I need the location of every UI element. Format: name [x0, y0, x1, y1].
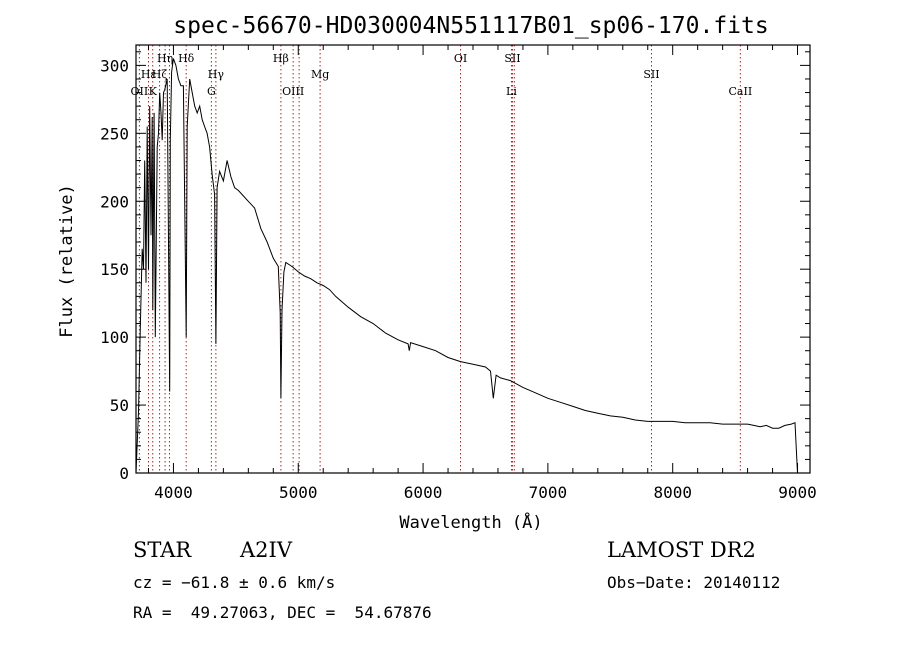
marker-label: OII — [131, 85, 149, 98]
y-axis-label: Flux (relative) — [57, 184, 77, 338]
x-tick-label: 5000 — [279, 483, 318, 502]
marker-label: Hε — [141, 68, 157, 81]
marker-label: OI — [454, 52, 467, 65]
marker-label: CaII — [729, 85, 753, 98]
marker-label: K — [149, 85, 158, 98]
marker-label: Hγ — [208, 68, 225, 81]
x-tick-label: 7000 — [529, 483, 568, 502]
marker-label: SII — [643, 68, 659, 81]
plot-frame — [135, 44, 811, 474]
survey-name: LAMOST DR2 — [607, 538, 756, 562]
spectral-line-labels: OII Hε K Hζ Hη Hδ G Hγ Hβ OIII Mg OI Li SII SII CaII — [131, 52, 753, 98]
marker-label: OIII — [282, 85, 304, 98]
spectrum-line — [135, 58, 798, 474]
spectral-line-markers — [138, 45, 741, 473]
coordinates: RA = 49.27063, DEC = 54.67876 — [133, 603, 432, 622]
object-type: STAR — [133, 538, 192, 562]
y-axis: 0 50 100 150 200 250 300 — [100, 51, 810, 483]
y-tick-label: 150 — [100, 260, 129, 279]
x-tick-label: 4000 — [154, 483, 193, 502]
marker-label: Hβ — [273, 52, 289, 65]
marker-label: Li — [506, 85, 517, 98]
x-tick-label: 8000 — [653, 483, 692, 502]
observation-date: Obs−Date: 20140112 — [607, 573, 781, 592]
x-tick-label: 6000 — [404, 483, 443, 502]
marker-label: Hη — [157, 52, 173, 65]
y-tick-label: 250 — [100, 124, 129, 143]
redshift-velocity: cz = −61.8 ± 0.6 km/s — [133, 573, 336, 592]
x-axis: 4000 5000 6000 7000 8000 9000 — [147, 45, 817, 502]
y-tick-label: 200 — [100, 192, 129, 211]
y-tick-label: 50 — [110, 396, 129, 415]
object-subclass: A2IV — [240, 538, 292, 562]
marker-label: Hζ — [152, 68, 168, 81]
marker-label: Hδ — [178, 52, 195, 65]
y-tick-label: 0 — [119, 464, 129, 483]
y-tick-label: 100 — [100, 328, 129, 347]
x-tick-label: 9000 — [778, 483, 817, 502]
marker-label: SII — [504, 52, 520, 65]
marker-label: Mg — [311, 68, 329, 81]
y-tick-label: 300 — [100, 56, 129, 75]
chart-title: spec-56670-HD030004N551117B01_sp06-170.f… — [173, 13, 768, 39]
x-axis-label: Wavelength (Å) — [399, 511, 542, 533]
marker-label: G — [207, 85, 216, 98]
